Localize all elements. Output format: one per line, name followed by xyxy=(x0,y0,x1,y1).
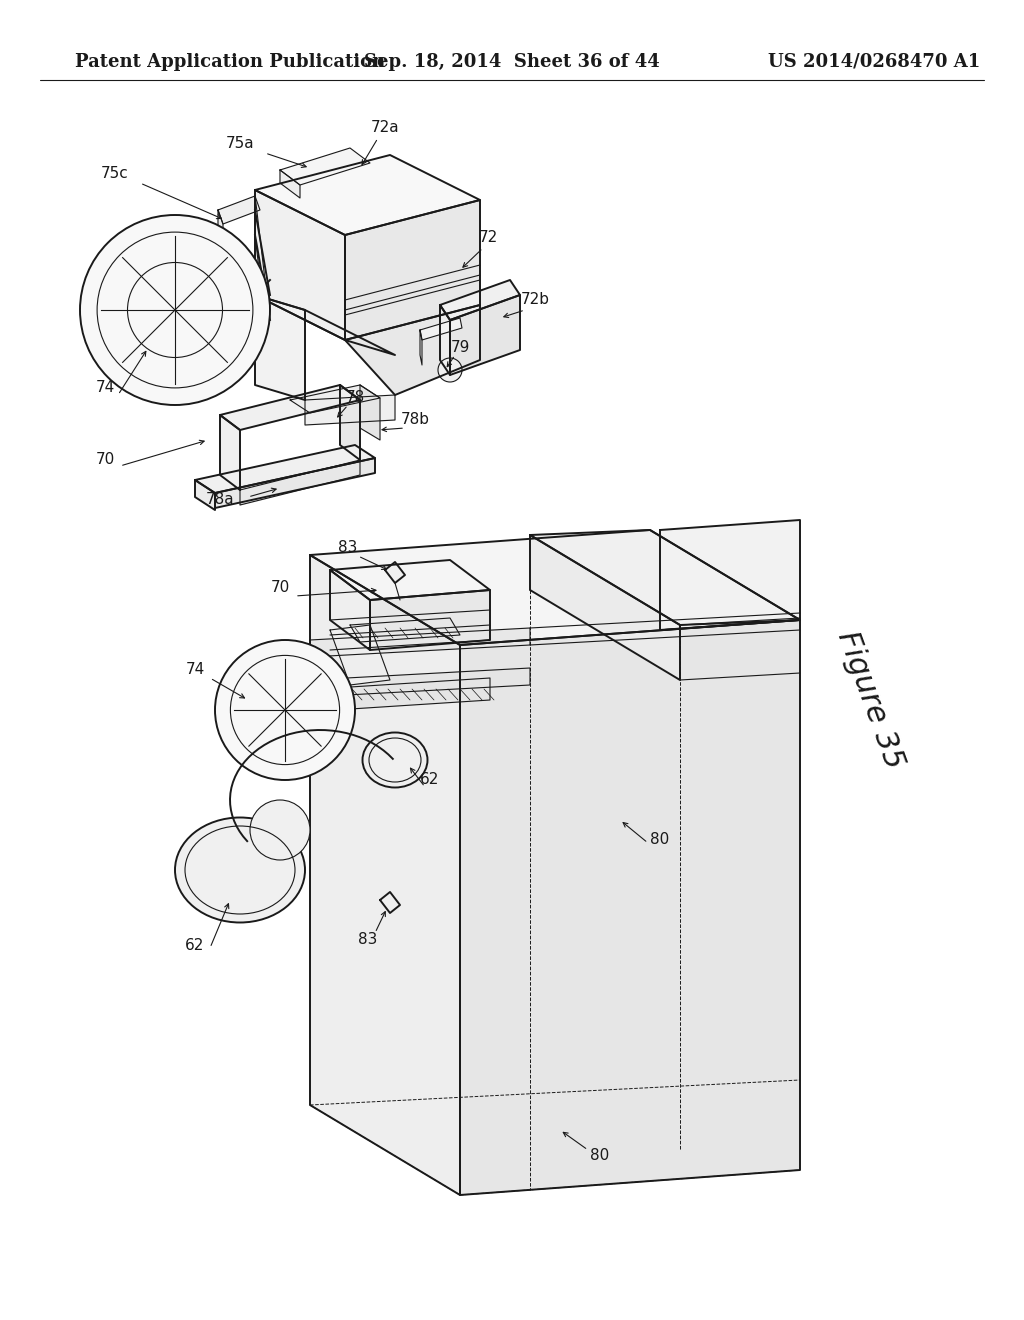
Polygon shape xyxy=(310,554,460,1195)
Polygon shape xyxy=(310,628,530,657)
Circle shape xyxy=(215,640,355,780)
Text: 70: 70 xyxy=(270,581,290,595)
Polygon shape xyxy=(280,170,300,198)
Polygon shape xyxy=(220,414,240,490)
Polygon shape xyxy=(255,294,305,400)
Text: Figure 35: Figure 35 xyxy=(831,627,908,772)
Polygon shape xyxy=(220,385,360,430)
Polygon shape xyxy=(310,668,530,697)
Polygon shape xyxy=(255,195,265,319)
Polygon shape xyxy=(240,459,360,506)
Text: Sep. 18, 2014  Sheet 36 of 44: Sep. 18, 2014 Sheet 36 of 44 xyxy=(365,53,659,71)
Polygon shape xyxy=(195,445,375,492)
Text: 72b: 72b xyxy=(520,293,550,308)
Polygon shape xyxy=(330,570,370,649)
Polygon shape xyxy=(380,892,400,913)
Polygon shape xyxy=(360,385,380,440)
Polygon shape xyxy=(255,154,480,235)
Polygon shape xyxy=(460,620,800,1195)
Polygon shape xyxy=(350,618,460,642)
Polygon shape xyxy=(280,148,370,185)
Text: 72a: 72a xyxy=(371,120,399,136)
Ellipse shape xyxy=(362,733,427,788)
Text: 79: 79 xyxy=(451,341,470,355)
Text: Patent Application Publication: Patent Application Publication xyxy=(75,53,385,71)
Polygon shape xyxy=(420,318,462,341)
Polygon shape xyxy=(385,562,406,583)
Polygon shape xyxy=(370,590,490,649)
Polygon shape xyxy=(440,305,450,375)
Circle shape xyxy=(250,800,310,861)
Polygon shape xyxy=(310,531,800,645)
Text: 75c: 75c xyxy=(101,165,129,181)
Polygon shape xyxy=(215,458,375,508)
Polygon shape xyxy=(340,385,360,459)
Polygon shape xyxy=(195,480,215,510)
Ellipse shape xyxy=(175,817,305,923)
Polygon shape xyxy=(450,294,520,375)
Text: US 2014/0268470 A1: US 2014/0268470 A1 xyxy=(768,53,980,71)
Polygon shape xyxy=(335,678,490,710)
Text: 70: 70 xyxy=(95,453,115,467)
Polygon shape xyxy=(530,531,800,624)
Polygon shape xyxy=(440,280,520,319)
Polygon shape xyxy=(330,560,490,601)
Text: 78a: 78a xyxy=(206,492,234,507)
Text: 72: 72 xyxy=(478,231,498,246)
Polygon shape xyxy=(218,195,260,224)
Polygon shape xyxy=(345,305,480,395)
Circle shape xyxy=(80,215,270,405)
Text: 74: 74 xyxy=(95,380,115,396)
Polygon shape xyxy=(218,210,223,249)
Polygon shape xyxy=(330,624,390,685)
Polygon shape xyxy=(420,330,422,366)
Polygon shape xyxy=(530,535,680,680)
Text: 78b: 78b xyxy=(400,412,429,428)
Polygon shape xyxy=(290,385,380,413)
Text: 74: 74 xyxy=(185,663,205,677)
Text: 80: 80 xyxy=(650,833,670,847)
Polygon shape xyxy=(345,201,480,341)
Polygon shape xyxy=(255,190,345,341)
Text: 62: 62 xyxy=(420,772,439,788)
Text: 78: 78 xyxy=(345,391,365,405)
Polygon shape xyxy=(305,395,395,425)
Text: 80: 80 xyxy=(591,1147,609,1163)
Text: 83: 83 xyxy=(338,540,357,556)
Polygon shape xyxy=(660,520,800,630)
Text: 75a: 75a xyxy=(225,136,254,150)
Circle shape xyxy=(438,358,462,381)
Text: 83: 83 xyxy=(358,932,378,948)
Text: 62: 62 xyxy=(185,937,205,953)
Polygon shape xyxy=(255,294,395,355)
